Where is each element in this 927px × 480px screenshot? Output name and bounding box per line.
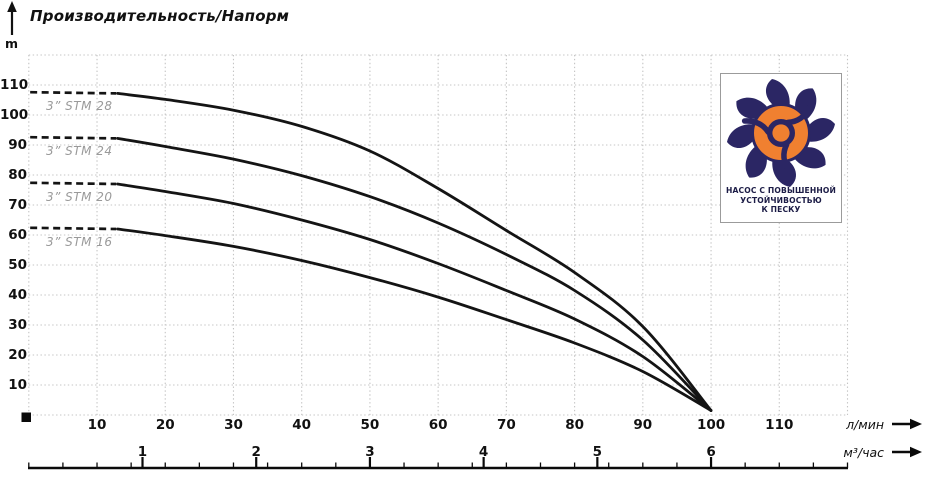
m3h-ruler <box>28 457 849 470</box>
x-tick-label-m3h: 3 <box>365 444 375 460</box>
curve-label: 3” STM 24 <box>46 144 113 159</box>
x-tick-label-m3h: 1 <box>137 444 148 460</box>
curve-label: 3” STM 28 <box>46 99 113 114</box>
badge-text: НАСОС С ПОВЫШЕННОЙ УСТОЙЧИВОСТЬЮ К ПЕСКУ <box>721 186 841 215</box>
badge-line-1: НАСОС С ПОВЫШЕННОЙ <box>726 186 836 196</box>
badge-line-2: УСТОЙЧИВОСТЬЮ <box>740 195 822 205</box>
y-tick-label: 110 <box>0 77 29 93</box>
lmin-axis-arrow-icon <box>892 418 922 430</box>
y-tick-label: 10 <box>8 377 27 393</box>
y-tick-label: 40 <box>8 287 27 303</box>
y-tick-label: 60 <box>8 227 27 243</box>
origin-marker <box>21 412 31 422</box>
y-tick-label: 70 <box>8 197 27 213</box>
chart-title: Производительность/Напорм <box>30 7 290 25</box>
y-axis-arrow-icon <box>7 1 17 35</box>
x-tick-label-m3h: 5 <box>592 444 603 460</box>
y-tick-label: 50 <box>8 257 27 273</box>
pump-curve <box>116 182 713 412</box>
x-tick-label-lmin: 80 <box>565 417 584 433</box>
x-axis-unit-m3h: м³/час <box>843 445 884 460</box>
badge-line-3: К ПЕСКУ <box>761 205 801 215</box>
x-tick-label-lmin: 90 <box>633 417 653 433</box>
x-tick-label-lmin: 10 <box>87 417 107 433</box>
x-tick-label-m3h: 4 <box>478 444 489 460</box>
x-tick-label-lmin: 110 <box>765 417 794 433</box>
pump-curve-dashed-head <box>30 90 117 95</box>
pump-curve-dashed-head <box>30 181 117 186</box>
x-axis-unit-lmin: л/мин <box>846 417 884 432</box>
pump-curve-dashed-head <box>30 226 117 231</box>
y-axis-unit-label: m <box>5 36 19 51</box>
x-tick-label-m3h: 6 <box>706 444 716 460</box>
x-tick-label-lmin: 70 <box>496 417 516 433</box>
pump-curve-dashed-head <box>30 135 117 140</box>
pump-curve <box>116 227 713 412</box>
x-tick-label-m3h: 2 <box>251 444 261 460</box>
m3h-axis-arrow-icon <box>892 446 922 458</box>
x-tick-label-lmin: 60 <box>428 417 448 433</box>
x-tick-label-lmin: 40 <box>292 417 312 433</box>
curve-label: 3” STM 20 <box>46 189 113 204</box>
curve-label: 3” STM 16 <box>46 234 113 249</box>
sand-resistance-badge: НАСОС С ПОВЫШЕННОЙ УСТОЙЧИВОСТЬЮ К ПЕСКУ <box>720 73 842 223</box>
x-tick-label-lmin: 50 <box>360 417 380 433</box>
y-tick-label: 20 <box>8 347 27 363</box>
x-tick-label-lmin: 20 <box>155 417 175 433</box>
y-tick-label: 90 <box>8 137 27 153</box>
y-tick-label: 80 <box>8 167 27 183</box>
y-tick-label: 30 <box>8 317 27 333</box>
pump-curve <box>116 137 713 412</box>
y-tick-label: 100 <box>0 107 29 123</box>
impeller-icon <box>727 79 835 187</box>
x-tick-label-lmin: 30 <box>224 417 243 433</box>
pump-curve <box>116 92 713 412</box>
x-tick-label-lmin: 100 <box>696 417 726 433</box>
